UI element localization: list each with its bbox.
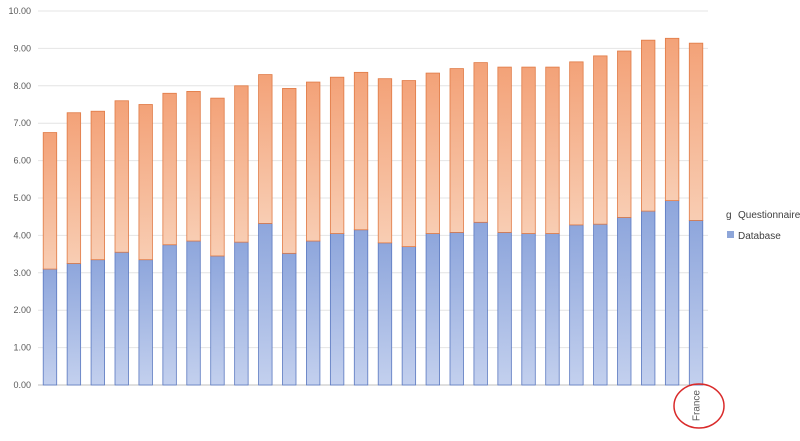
bar-questionnaire xyxy=(66,112,82,264)
bar-questionnaire xyxy=(186,91,201,242)
bar-questionnaire xyxy=(90,110,105,261)
y-tick-label: 5.00 xyxy=(13,193,31,203)
bar-database xyxy=(210,255,225,386)
bar-questionnaire xyxy=(473,62,488,223)
y-tick-label: 2.00 xyxy=(13,305,31,315)
bar-questionnaire xyxy=(42,132,58,270)
bar-questionnaire xyxy=(425,72,440,234)
bar-database xyxy=(664,200,680,386)
bar-database xyxy=(449,232,464,386)
bar-questionnaire xyxy=(401,80,417,248)
legend-label: Questionnaire xyxy=(738,210,800,221)
bar-questionnaire xyxy=(641,39,656,212)
bar-database xyxy=(282,252,297,386)
bar-questionnaire xyxy=(306,81,321,242)
bar-questionnaire xyxy=(114,100,129,253)
bar-database xyxy=(641,210,656,386)
y-tick-label: 7.00 xyxy=(13,118,31,128)
bar-questionnaire xyxy=(377,78,393,244)
bar-database xyxy=(234,241,249,386)
gridlines xyxy=(38,10,708,386)
x-axis: France xyxy=(692,390,703,422)
bar-database xyxy=(401,246,417,386)
bar-questionnaire xyxy=(521,66,536,234)
y-tick-label: 4.00 xyxy=(13,230,31,240)
bar-database xyxy=(425,233,440,386)
bar-questionnaire xyxy=(688,42,704,221)
bar-questionnaire xyxy=(329,76,345,234)
bar-questionnaire xyxy=(664,37,680,202)
bar-database xyxy=(545,233,560,386)
bar-database xyxy=(521,233,536,386)
x-category-label: France xyxy=(692,390,703,422)
bar-database xyxy=(162,244,177,386)
bar-database xyxy=(42,268,58,386)
bar-database xyxy=(258,223,273,386)
bars xyxy=(42,37,704,386)
bar-database xyxy=(306,240,321,386)
y-tick-label: 9.00 xyxy=(13,43,31,53)
bar-database xyxy=(138,259,153,386)
bar-database xyxy=(688,220,704,386)
bar-database xyxy=(377,242,393,386)
y-tick-label: 8.00 xyxy=(13,81,31,91)
bar-database xyxy=(593,223,608,386)
bar-database xyxy=(617,217,632,386)
legend-swatch xyxy=(727,231,734,238)
bar-questionnaire xyxy=(545,66,560,234)
bar-database xyxy=(90,259,105,386)
legend: g Questionnaire Database xyxy=(726,210,800,242)
red-circle-annotation xyxy=(673,383,725,429)
bar-questionnaire xyxy=(617,50,632,218)
y-tick-label: 0.00 xyxy=(13,380,31,390)
bar-questionnaire xyxy=(593,55,608,225)
bar-questionnaire xyxy=(449,68,464,233)
y-tick-label: 6.00 xyxy=(13,156,31,166)
bar-database xyxy=(497,232,512,386)
bar-database xyxy=(353,229,369,386)
y-tick-label: 10.00 xyxy=(8,6,31,16)
bar-questionnaire xyxy=(569,61,584,226)
legend-glyph: g xyxy=(726,210,732,221)
bar-questionnaire xyxy=(258,74,273,224)
bar-database xyxy=(569,224,584,386)
bar-questionnaire xyxy=(282,88,297,254)
y-tick-label: 1.00 xyxy=(13,343,31,353)
bar-database xyxy=(329,233,345,386)
bar-database xyxy=(473,221,488,386)
bar-questionnaire xyxy=(210,97,225,257)
bar-questionnaire xyxy=(138,104,153,261)
bar-questionnaire xyxy=(353,71,369,231)
bar-database xyxy=(66,263,82,386)
bar-questionnaire xyxy=(497,66,512,233)
bar-database xyxy=(186,240,201,386)
bar-questionnaire xyxy=(162,92,177,246)
legend-label: Database xyxy=(738,231,781,242)
y-tick-label: 3.00 xyxy=(13,268,31,278)
bar-database xyxy=(114,251,129,386)
y-axis: 0.00 1.00 2.00 3.00 4.00 5.00 6.00 7.00 8.00 9.00… xyxy=(8,6,31,390)
bar-questionnaire xyxy=(234,85,249,243)
